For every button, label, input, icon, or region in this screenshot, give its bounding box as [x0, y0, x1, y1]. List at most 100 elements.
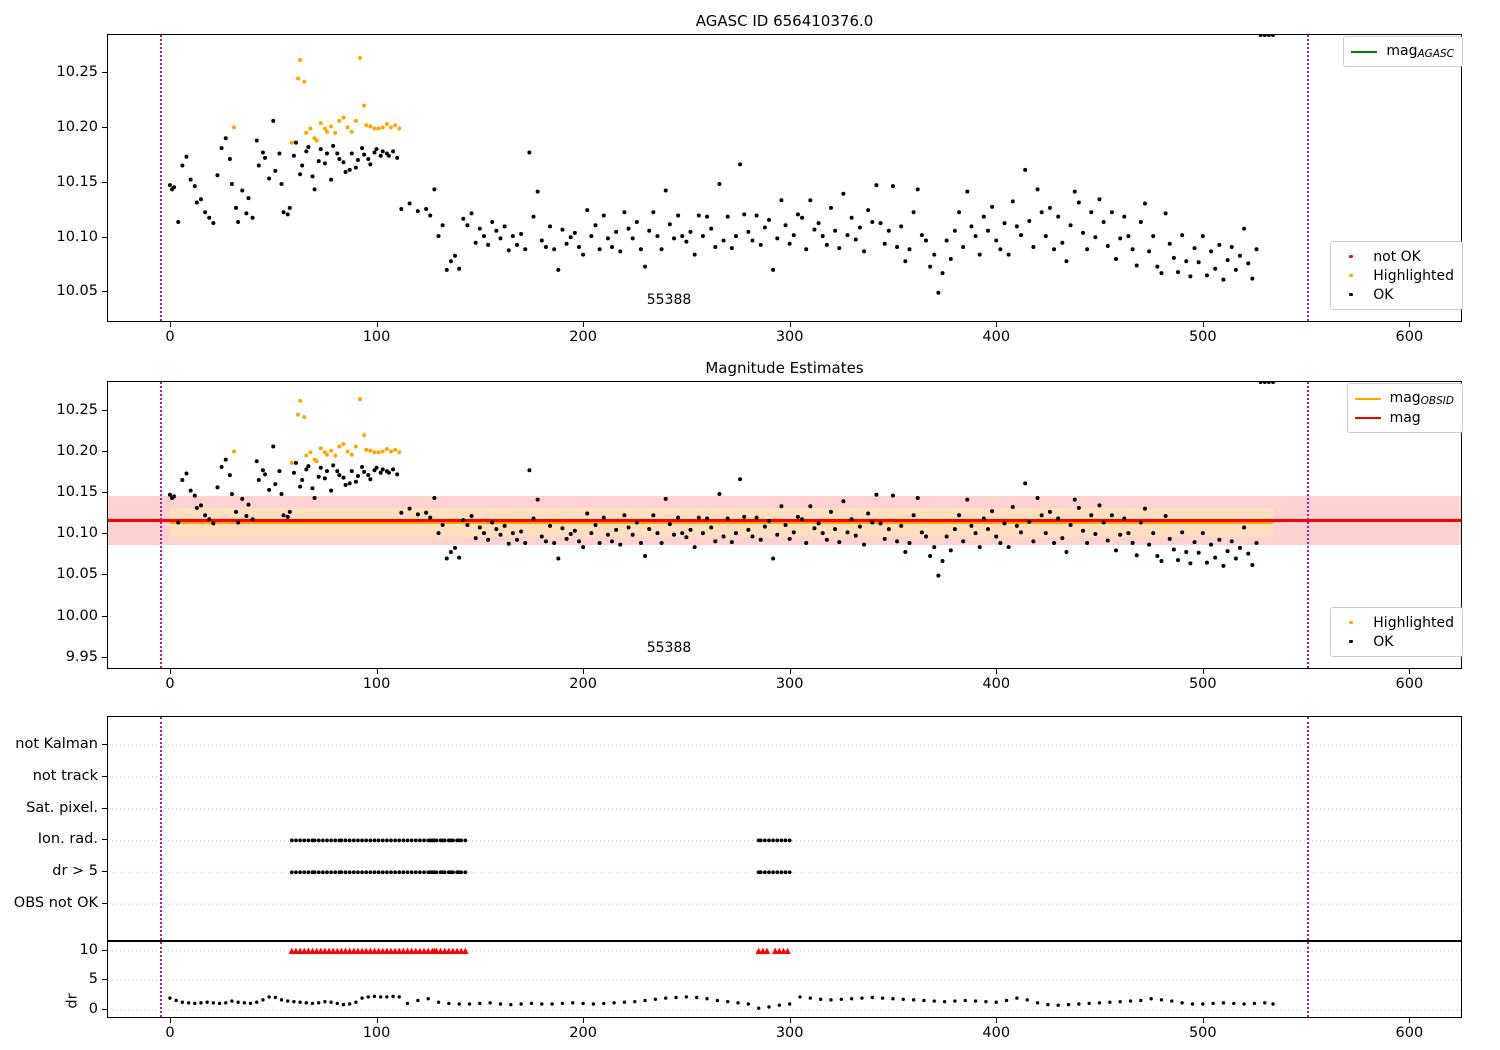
p2-xtick-label: 300 — [775, 676, 804, 692]
p1-xtick-mark — [789, 322, 791, 327]
p2-xtick-label: 400 — [982, 676, 1011, 692]
legend-label-highlighted: Highlighted — [1373, 267, 1454, 284]
p1-ytick-label: 10.05 — [56, 283, 98, 300]
p2-ytick-mark — [102, 656, 107, 658]
p2-ytick-mark — [102, 615, 107, 617]
p1-xtick-label: 0 — [165, 329, 175, 345]
p1-xtick-mark — [583, 322, 585, 327]
legend-label-mag-agasc: magAGASC — [1386, 43, 1454, 60]
p1-xtick-label: 100 — [362, 329, 391, 345]
p1-ytick-label: 10.20 — [56, 119, 98, 136]
flag-row-label: not Kalman — [15, 735, 98, 752]
p1-ytick-mark — [102, 72, 107, 74]
panel-3-flags-axes — [107, 716, 1462, 941]
panel-flags — [107, 716, 1462, 941]
p2-ytick-mark — [102, 409, 107, 411]
p1-ytick-mark — [102, 181, 107, 183]
flag-row-label: not track — [32, 767, 98, 784]
legend-item-ok[interactable]: OK — [1338, 285, 1454, 304]
panel-magnitude-estimates: 55388 magOBSID mag Highlighted OK — [107, 381, 1463, 669]
p4-xtick-mark — [789, 1018, 791, 1023]
panel-1-axes — [107, 34, 1462, 322]
legend-label-not-ok: not OK — [1373, 248, 1421, 265]
obs-end-line-p3 — [1307, 717, 1309, 940]
p2-ytick-mark — [102, 492, 107, 494]
p4-xtick-mark — [583, 1018, 585, 1023]
panel-4-dr-axes — [107, 941, 1462, 1018]
p2-xtick-label: 200 — [569, 676, 597, 692]
p2-ytick-mark — [102, 533, 107, 535]
dr-ytick-label: 5 — [88, 971, 98, 988]
flag-row-label: Ion. rad. — [37, 831, 98, 848]
p4-xtick-label: 400 — [982, 1025, 1011, 1041]
p2-ytick-label: 10.00 — [56, 607, 98, 624]
p2-xtick-mark — [996, 669, 998, 674]
p1-xtick-mark — [996, 322, 998, 327]
flag-row-tick — [102, 807, 107, 809]
p4-xtick-mark — [996, 1018, 998, 1023]
p2-xtick-label: 500 — [1188, 676, 1217, 692]
p1-ytick-label: 10.10 — [56, 228, 98, 245]
dr-ytick-mark — [102, 979, 107, 981]
p2-ytick-label: 10.05 — [56, 566, 98, 583]
p4-xtick-label: 100 — [362, 1025, 391, 1041]
p4-xtick-label: 600 — [1395, 1025, 1424, 1041]
p2-ytick-label: 10.20 — [56, 442, 98, 459]
p1-xtick-mark — [376, 322, 378, 327]
legend-p2-top[interactable]: magOBSID mag — [1346, 383, 1463, 433]
legend-item-highlighted[interactable]: Highlighted — [1338, 266, 1454, 285]
flag-row-label: OBS not OK — [13, 895, 98, 912]
flag-row-tick — [102, 839, 107, 841]
p2-ytick-mark — [102, 450, 107, 452]
legend-p2-bottom[interactable]: Highlighted OK — [1330, 607, 1463, 657]
flag-row-tick — [102, 743, 107, 745]
legend-item-not-ok[interactable]: not OK — [1338, 247, 1454, 266]
dr-axis-label: dr — [64, 993, 81, 1009]
obsid-label-p1: 55388 — [646, 292, 692, 308]
dr-ytick-label: 0 — [88, 1000, 98, 1017]
p4-xtick-mark — [1409, 1018, 1411, 1023]
obs-end-line-p1 — [1307, 35, 1309, 321]
legend-item-highlighted-p2[interactable]: Highlighted — [1338, 613, 1454, 632]
p2-xtick-mark — [1202, 669, 1204, 674]
dr-ytick-label: 10 — [79, 941, 98, 958]
p1-xtick-label: 200 — [569, 329, 597, 345]
legend-item-mag-obsid[interactable]: magOBSID — [1354, 389, 1454, 408]
p4-xtick-label: 500 — [1188, 1025, 1217, 1041]
dr-ytick-mark — [102, 1008, 107, 1010]
p2-ytick-label: 9.95 — [65, 648, 98, 665]
panel-mag-agasc: 55388 magAGASC not OK Highlighted OK — [107, 34, 1463, 322]
p4-xtick-mark — [169, 1018, 171, 1023]
obs-end-line-p2 — [1307, 382, 1309, 668]
page-title: AGASC ID 656410376.0 — [695, 12, 874, 30]
highlighted-dot-swatch — [1338, 273, 1364, 278]
legend-item-ok-p2[interactable]: OK — [1338, 632, 1454, 651]
p4-xtick-label: 200 — [569, 1025, 597, 1041]
obsid-label-p2: 55388 — [646, 640, 692, 656]
mag-line — [108, 519, 1461, 523]
p2-xtick-mark — [169, 669, 171, 674]
dr-ytick-mark — [102, 949, 107, 951]
panel-2-title: Magnitude Estimates — [705, 359, 864, 377]
legend-item-mag-agasc[interactable]: magAGASC — [1351, 42, 1454, 61]
legend-p1-top[interactable]: magAGASC — [1343, 36, 1463, 67]
flag-row-label: dr > 5 — [52, 863, 98, 880]
ok-dot-swatch — [1338, 292, 1364, 297]
mag-obsid-line — [169, 521, 1274, 525]
obs-end-line-p4 — [1307, 942, 1309, 1017]
legend-p1-bottom[interactable]: not OK Highlighted OK — [1330, 241, 1463, 310]
p4-xtick-label: 0 — [165, 1025, 175, 1041]
p2-xtick-label: 600 — [1395, 676, 1424, 692]
panel-2-axes — [107, 381, 1462, 669]
p2-xtick-mark — [789, 669, 791, 674]
p1-xtick-mark — [1202, 322, 1204, 327]
mag-agasc-line-swatch — [1351, 50, 1378, 53]
panel-dr — [107, 941, 1462, 1018]
obs-start-line-p2 — [160, 382, 162, 668]
mag-line-swatch — [1354, 416, 1381, 419]
p2-ytick-label: 10.25 — [56, 401, 98, 418]
obs-start-line-p1 — [160, 35, 162, 321]
legend-item-mag[interactable]: mag — [1354, 408, 1454, 427]
p1-xtick-label: 600 — [1395, 329, 1424, 345]
